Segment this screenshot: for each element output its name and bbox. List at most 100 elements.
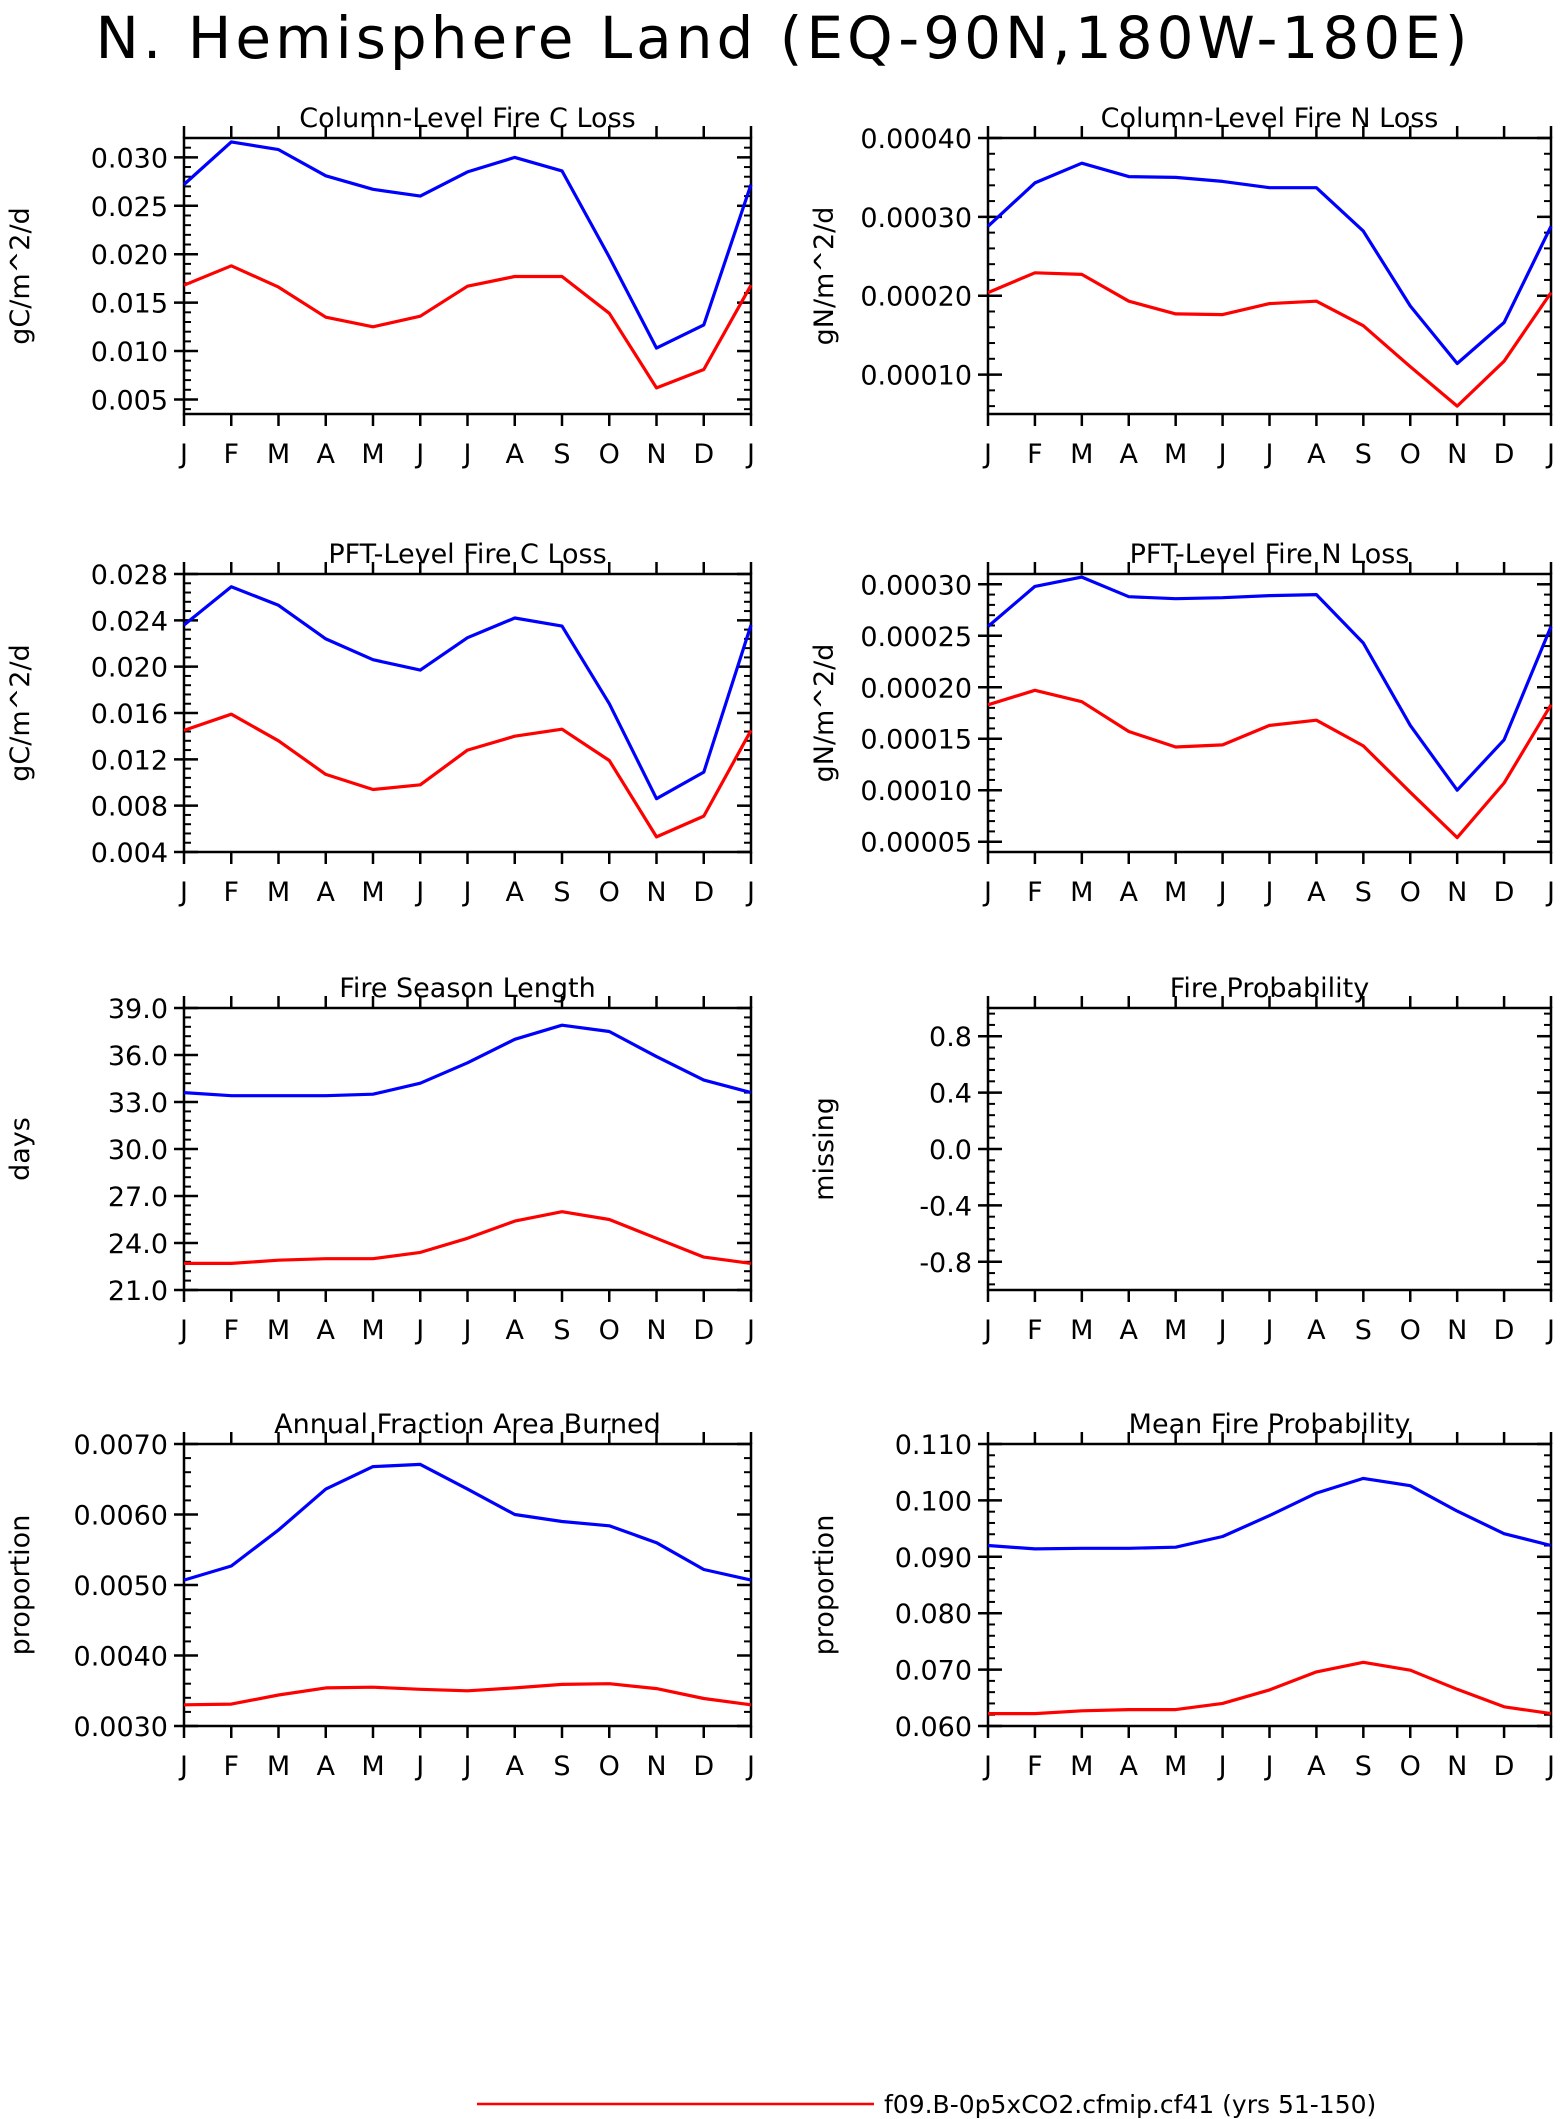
- x-tick-label: A: [317, 877, 336, 908]
- y-tick-label: 0.00020: [860, 282, 972, 313]
- chart-panel-6: Fire Probability-0.8-0.40.00.40.8missing…: [809, 973, 1555, 1346]
- x-tick-label: J: [414, 439, 424, 470]
- y-tick-label: 0.004: [91, 838, 168, 869]
- chart-panel-4: PFT-Level Fire N Loss0.000050.000100.000…: [809, 539, 1555, 908]
- x-tick-label: M: [361, 439, 384, 470]
- y-axis-label: gN/m^2/d: [809, 207, 840, 346]
- y-tick-label: 0.0040: [74, 1642, 168, 1673]
- x-tick-label: D: [693, 1315, 714, 1346]
- series-line-1: [182, 585, 753, 801]
- x-tick-label: O: [1400, 439, 1421, 470]
- y-tick-label: 0.070: [895, 1656, 972, 1687]
- y-tick-label: 0.00040: [860, 124, 972, 155]
- x-tick-label: A: [317, 1315, 336, 1346]
- x-tick-label: O: [1400, 1315, 1421, 1346]
- x-tick-label: J: [1264, 877, 1274, 908]
- x-tick-label: O: [599, 1751, 620, 1782]
- legend-entry-label: f09.B-0p5xCO2.cfmip.cf41 (yrs 51-150): [884, 2090, 1376, 2119]
- y-tick-label: 30.0: [108, 1135, 168, 1166]
- y-tick-label: 0.00015: [860, 725, 972, 756]
- x-tick-label: M: [361, 1315, 384, 1346]
- x-tick-label: A: [506, 1315, 525, 1346]
- x-tick-label: F: [1027, 877, 1043, 908]
- y-axis-label: gN/m^2/d: [809, 644, 840, 783]
- x-tick-label: M: [1164, 1315, 1187, 1346]
- x-tick-label: J: [745, 1751, 755, 1782]
- x-tick-label: J: [414, 1315, 424, 1346]
- series-line-1: [183, 1023, 752, 1098]
- x-tick-label: A: [317, 439, 336, 470]
- y-tick-label: 0.010: [91, 337, 168, 368]
- legend: f09.B-0p5xCO2.cfmip.cf41 (yrs 51-150): [477, 2090, 1376, 2119]
- x-tick-label: F: [223, 877, 239, 908]
- x-tick-label: N: [1447, 1751, 1467, 1782]
- x-tick-label: F: [223, 1751, 239, 1782]
- x-tick-label: J: [1545, 439, 1555, 470]
- x-tick-label: M: [1070, 439, 1093, 470]
- x-tick-label: D: [1494, 1751, 1515, 1782]
- y-tick-label: 0.110: [895, 1430, 972, 1461]
- x-tick-label: D: [1494, 1315, 1515, 1346]
- x-tick-label: J: [178, 1751, 188, 1782]
- x-tick-label: D: [693, 877, 714, 908]
- y-axis-label: gC/m^2/d: [5, 644, 36, 781]
- x-tick-label: S: [1355, 439, 1372, 470]
- x-tick-label: J: [745, 1315, 755, 1346]
- x-tick-label: S: [1355, 877, 1372, 908]
- y-tick-label: 0.025: [91, 192, 168, 223]
- x-tick-label: D: [693, 439, 714, 470]
- x-tick-label: A: [1307, 439, 1326, 470]
- chart-panel-5: Fire Season Length21.024.027.030.033.036…: [5, 973, 755, 1346]
- x-tick-label: J: [178, 439, 188, 470]
- y-tick-label: 0.4: [929, 1079, 972, 1110]
- x-tick-label: J: [982, 439, 992, 470]
- x-tick-label: D: [1494, 439, 1515, 470]
- y-tick-label: 0.00020: [860, 673, 972, 704]
- y-tick-label: 0.005: [91, 385, 168, 416]
- x-tick-label: F: [223, 439, 239, 470]
- x-tick-label: N: [646, 1751, 666, 1782]
- x-tick-label: J: [982, 1315, 992, 1346]
- series-line-2: [183, 264, 753, 390]
- x-tick-label: J: [1217, 1751, 1227, 1782]
- plot-frame: [182, 1442, 753, 1728]
- series-line-2: [183, 712, 753, 839]
- x-tick-label: S: [553, 877, 570, 908]
- y-tick-label: -0.8: [919, 1248, 972, 1279]
- x-tick-label: M: [361, 1751, 384, 1782]
- x-tick-label: N: [1447, 877, 1467, 908]
- y-tick-label: 0.00030: [860, 203, 972, 234]
- y-tick-label: 0.0070: [74, 1430, 168, 1461]
- x-tick-label: M: [361, 877, 384, 908]
- x-tick-label: J: [1217, 439, 1227, 470]
- chart-panel-2: Column-Level Fire N Loss0.000100.000200.…: [809, 103, 1555, 470]
- x-tick-label: A: [1120, 439, 1139, 470]
- y-tick-label: 0.016: [91, 699, 168, 730]
- y-tick-label: 0.020: [91, 240, 168, 271]
- x-tick-label: N: [1447, 439, 1467, 470]
- y-tick-label: 0.00010: [860, 776, 972, 807]
- x-tick-label: A: [1120, 1315, 1139, 1346]
- x-tick-label: S: [553, 439, 570, 470]
- x-tick-label: J: [745, 439, 755, 470]
- y-tick-label: 0.030: [91, 143, 168, 174]
- y-tick-label: 0.0060: [74, 1501, 168, 1532]
- series-line-1: [986, 161, 1553, 366]
- y-tick-label: 0.015: [91, 289, 168, 320]
- y-tick-label: 0.0: [929, 1135, 972, 1166]
- chart-panel-3: PFT-Level Fire C Loss0.0040.0080.0120.01…: [5, 539, 755, 908]
- x-tick-label: F: [1027, 1751, 1043, 1782]
- y-tick-label: 0.0030: [74, 1712, 168, 1743]
- x-tick-label: M: [1070, 877, 1093, 908]
- x-tick-label: J: [1545, 1751, 1555, 1782]
- x-tick-label: A: [506, 1751, 525, 1782]
- x-tick-label: O: [599, 1315, 620, 1346]
- series-line-1: [986, 575, 1553, 792]
- x-tick-label: J: [745, 877, 755, 908]
- y-axis-label: missing: [809, 1097, 840, 1201]
- x-tick-label: F: [223, 1315, 239, 1346]
- x-tick-label: J: [1264, 439, 1274, 470]
- x-tick-label: O: [1400, 1751, 1421, 1782]
- x-tick-label: M: [267, 1315, 290, 1346]
